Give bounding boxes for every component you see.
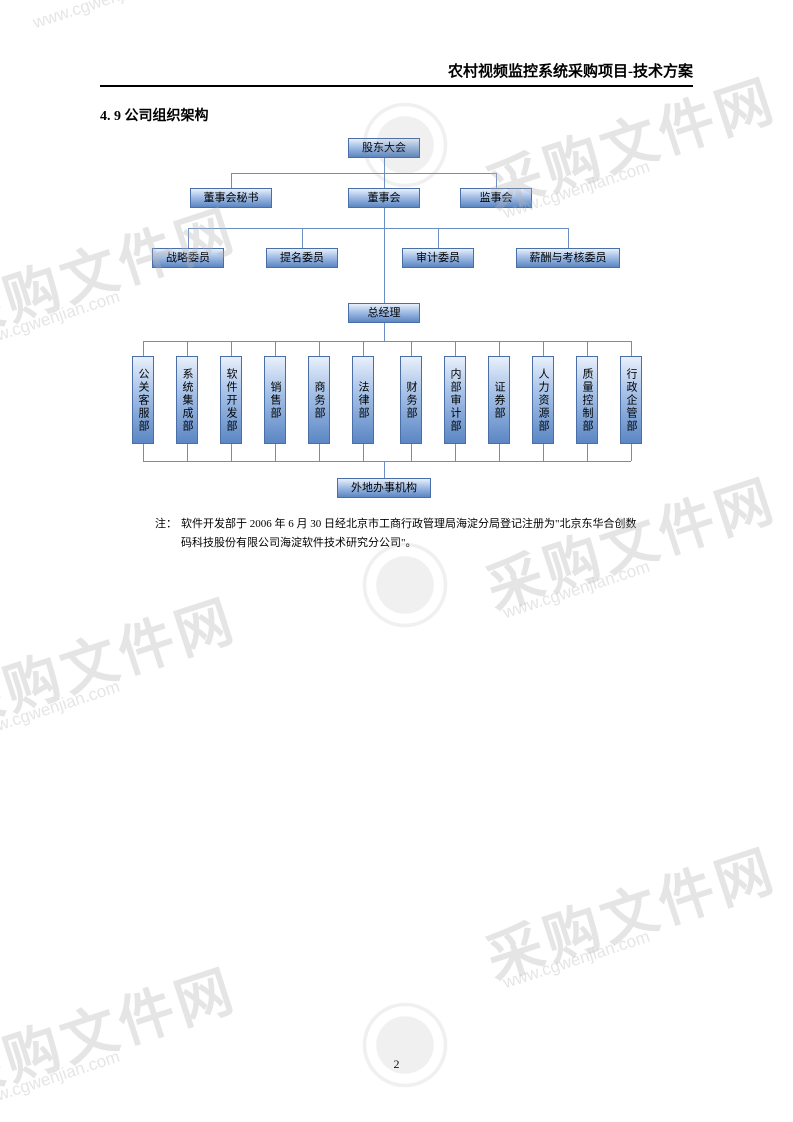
- connector-line: [231, 341, 232, 356]
- connector-line: [455, 341, 456, 356]
- org-node-zlwy: 战略委员: [152, 248, 224, 268]
- org-node-d7: 内部审计部: [444, 356, 466, 444]
- org-node-d3: 销售部: [264, 356, 286, 444]
- org-node-d1: 系统集成部: [176, 356, 198, 444]
- watermark-url: www.cgwenjian.com: [0, 677, 122, 743]
- watermark-text: 采购文件网: [475, 826, 785, 996]
- connector-line: [187, 341, 188, 356]
- logo-watermark: [360, 540, 450, 630]
- connector-line: [384, 323, 385, 341]
- connector-line: [363, 341, 364, 356]
- connector-line: [363, 444, 364, 461]
- org-node-sjwy: 审计委员: [402, 248, 474, 268]
- connector-line: [231, 173, 496, 174]
- org-chart: 股东大会董事会秘书 董事会 监事会战略委员 提名委员 审计委员 薪酬与考核委员总经理公关客…: [100, 128, 692, 508]
- org-node-d11: 行政企管部: [620, 356, 642, 444]
- org-node-xcwy: 薪酬与考核委员: [516, 248, 620, 268]
- org-node-d8: 证券部: [488, 356, 510, 444]
- page-footer: 2: [0, 1057, 793, 1072]
- org-node-d0: 公关客服部: [132, 356, 154, 444]
- watermark-url: www.cgwenjian.com: [31, 0, 183, 33]
- connector-line: [455, 444, 456, 461]
- org-node-d4: 商务部: [308, 356, 330, 444]
- page-number: 2: [394, 1057, 400, 1071]
- org-node-dsh: 董事会: [348, 188, 420, 208]
- org-node-dshms: 董事会秘书: [190, 188, 272, 208]
- connector-line: [143, 444, 144, 461]
- org-node-gddh: 股东大会: [348, 138, 420, 158]
- org-node-d2: 软件开发部: [220, 356, 242, 444]
- connector-line: [411, 341, 412, 356]
- org-node-d5: 法律部: [352, 356, 374, 444]
- connector-line: [438, 228, 439, 248]
- connector-line: [384, 228, 385, 303]
- connector-line: [275, 341, 276, 356]
- connector-line: [496, 173, 497, 188]
- logo-watermark: [360, 1000, 450, 1090]
- watermark-url: www.cgwenjian.com: [501, 927, 653, 993]
- connector-line: [143, 341, 144, 356]
- header-title: 农村视频监控系统采购项目-技术方案: [448, 64, 693, 80]
- footnote-label: 注：: [155, 515, 177, 534]
- connector-line: [275, 444, 276, 461]
- connector-line: [587, 341, 588, 356]
- section-heading: 4. 9 公司组织架构: [100, 105, 209, 125]
- org-node-d10: 质量控制部: [576, 356, 598, 444]
- connector-line: [631, 444, 632, 461]
- connector-line: [188, 228, 568, 229]
- connector-line: [231, 173, 232, 188]
- connector-line: [499, 341, 500, 356]
- org-node-zjl: 总经理: [348, 303, 420, 323]
- section-number: 4. 9: [100, 109, 121, 124]
- page-header: 农村视频监控系统采购项目-技术方案: [100, 60, 693, 87]
- org-node-d6: 财务部: [400, 356, 422, 444]
- org-node-tmwy: 提名委员: [266, 248, 338, 268]
- connector-line: [384, 158, 385, 173]
- connector-line: [631, 341, 632, 356]
- org-node-d9: 人力资源部: [532, 356, 554, 444]
- connector-line: [568, 228, 569, 248]
- footnote: 注： 软件开发部于 2006 年 6 月 30 日经北京市工商行政管理局海淀分局…: [155, 515, 638, 552]
- connector-line: [384, 173, 385, 188]
- connector-line: [231, 444, 232, 461]
- connector-line: [384, 461, 385, 478]
- connector-line: [319, 444, 320, 461]
- connector-line: [499, 444, 500, 461]
- connector-line: [411, 444, 412, 461]
- org-node-jsh: 监事会: [460, 188, 532, 208]
- connector-line: [187, 444, 188, 461]
- connector-line: [302, 228, 303, 248]
- org-node-wdbj: 外地办事机构: [337, 478, 431, 498]
- connector-line: [587, 444, 588, 461]
- connector-line: [543, 341, 544, 356]
- section-title-text: 公司组织架构: [125, 109, 209, 124]
- watermark-text: 采购文件网: [0, 576, 245, 746]
- connector-line: [319, 341, 320, 356]
- watermark-url: www.cgwenjian.com: [501, 557, 653, 623]
- footnote-text: 软件开发部于 2006 年 6 月 30 日经北京市工商行政管理局海淀分局登记注…: [181, 515, 638, 552]
- connector-line: [384, 208, 385, 228]
- connector-line: [543, 444, 544, 461]
- connector-line: [143, 341, 631, 342]
- connector-line: [188, 228, 189, 248]
- watermark-text: 采购文件网: [0, 946, 245, 1116]
- connector-line: [143, 461, 631, 462]
